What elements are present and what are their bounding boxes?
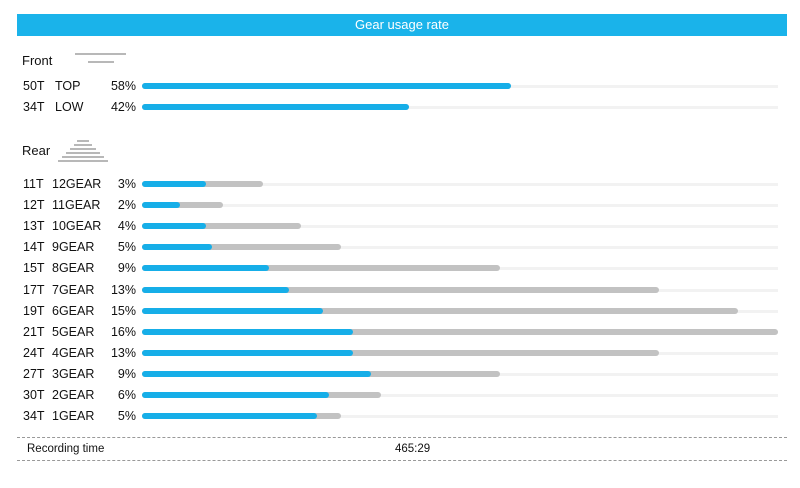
- bar-track: [142, 415, 778, 419]
- gear-usage-bar: [142, 370, 371, 377]
- gear-usage-bar: [142, 244, 212, 251]
- gear-usage-bar-background: [142, 286, 659, 293]
- gear-usage-bar-background: [142, 265, 500, 272]
- rear-gear-row: 30T 2GEAR 6%: [0, 385, 800, 406]
- gear-name-label: 4GEAR: [52, 345, 95, 360]
- gear-teeth-label: 17T: [23, 282, 45, 297]
- footer-divider-top: [17, 437, 787, 438]
- front-gear-row: 34T LOW 42%: [0, 97, 800, 118]
- rear-gear-row: 12T 11GEAR 2%: [0, 195, 800, 216]
- gear-teeth-label: 34T: [23, 100, 45, 114]
- front-chainring-icon: [75, 53, 127, 65]
- gear-usage-bar-background: [142, 307, 738, 314]
- gear-usage-percent: 6%: [117, 388, 136, 402]
- gear-usage-bar: [142, 328, 353, 335]
- gear-usage-bar: [142, 307, 323, 314]
- gear-teeth-label: 27T: [23, 366, 45, 381]
- gear-name-label: 8GEAR: [52, 261, 95, 276]
- front-section-title: Front: [22, 53, 53, 68]
- gear-usage-percent: 42%: [110, 100, 136, 114]
- gear-teeth-label: 30T: [23, 388, 45, 402]
- gear-usage-bar: [142, 392, 329, 398]
- rear-gear-row: 24T 4GEAR 13%: [0, 343, 800, 364]
- gear-usage-bar: [142, 413, 317, 420]
- rear-gear-row: 19T 6GEAR 15%: [0, 301, 800, 322]
- gear-usage-bar-background: [142, 328, 778, 335]
- chart-title: Gear usage rate: [17, 14, 787, 36]
- gear-usage-bar-background: [142, 223, 301, 230]
- rear-gear-row: 14T 9GEAR 5%: [0, 237, 800, 258]
- gear-usage-percent: 9%: [117, 261, 136, 276]
- gear-usage-bar: [142, 223, 206, 230]
- gear-usage-percent: 13%: [110, 345, 136, 360]
- rear-cassette-icon: [56, 140, 110, 166]
- gear-usage-percent: 58%: [110, 79, 136, 93]
- footer-divider-bottom: [17, 460, 787, 461]
- gear-teeth-label: 19T: [23, 303, 45, 318]
- gear-usage-percent: 5%: [117, 240, 136, 255]
- rear-gear-row: 34T 1GEAR 5%: [0, 406, 800, 427]
- gear-teeth-label: 11T: [23, 177, 44, 191]
- gear-usage-bar-background: [142, 202, 223, 209]
- recording-time-value: 465:29: [395, 443, 431, 455]
- gear-usage-percent: 13%: [110, 282, 136, 297]
- gear-usage-bar-background: [142, 349, 659, 356]
- gear-usage-percent: 4%: [117, 219, 136, 234]
- rear-gear-row: 17T 7GEAR 13%: [0, 280, 800, 301]
- bar-track: [142, 204, 778, 208]
- gear-teeth-label: 24T: [23, 345, 45, 360]
- rear-gear-row: 15T 8GEAR 9%: [0, 258, 800, 279]
- gear-usage-percent: 9%: [117, 366, 136, 381]
- gear-name-label: 9GEAR: [52, 240, 95, 255]
- gear-usage-bar-background: [142, 244, 341, 251]
- gear-usage-percent: 5%: [117, 409, 136, 424]
- rear-section-title: Rear: [22, 143, 51, 158]
- gear-teeth-label: 15T: [23, 261, 45, 276]
- gear-usage-percent: 3%: [117, 177, 136, 191]
- gear-teeth-label: 21T: [23, 324, 45, 339]
- gear-teeth-label: 12T: [23, 198, 45, 213]
- gear-usage-bar: [142, 286, 289, 293]
- rear-gear-row: 13T 10GEAR 4%: [0, 216, 800, 237]
- gear-name-label: 6GEAR: [52, 303, 95, 318]
- front-gear-row: 50T TOP 58%: [0, 76, 800, 97]
- gear-name-label: LOW: [55, 100, 84, 114]
- gear-usage-bar: [142, 181, 206, 187]
- gear-name-label: 10GEAR: [52, 219, 102, 234]
- bar-track: [142, 246, 778, 250]
- gear-name-label: 11GEAR: [52, 198, 101, 213]
- recording-time-label: Recording time: [27, 443, 105, 455]
- gear-usage-bar: [142, 265, 269, 272]
- gear-usage-bar: [142, 83, 511, 89]
- gear-teeth-label: 34T: [23, 409, 45, 424]
- bar-track: [142, 394, 778, 397]
- rear-gear-row: 21T 5GEAR 16%: [0, 322, 800, 343]
- gear-name-label: 3GEAR: [52, 366, 95, 381]
- gear-name-label: 1GEAR: [52, 409, 95, 424]
- gear-name-label: 7GEAR: [52, 282, 95, 297]
- gear-name-label: 5GEAR: [52, 324, 95, 339]
- gear-name-label: 2GEAR: [52, 388, 95, 402]
- bar-track: [142, 225, 778, 229]
- rear-gear-row: 27T 3GEAR 9%: [0, 364, 800, 385]
- gear-usage-bar: [142, 202, 180, 209]
- gear-usage-bar: [142, 104, 409, 110]
- gear-name-label: 12GEAR: [52, 177, 102, 191]
- rear-gear-row: 11T 12GEAR 3%: [0, 174, 800, 195]
- gear-teeth-label: 13T: [23, 219, 45, 234]
- bar-track: [142, 106, 778, 109]
- gear-usage-percent: 16%: [110, 324, 136, 339]
- gear-usage-percent: 2%: [117, 198, 136, 213]
- gear-usage-bar: [142, 349, 353, 356]
- gear-usage-percent: 15%: [110, 303, 136, 318]
- bar-track: [142, 183, 778, 186]
- gear-name-label: TOP: [55, 79, 81, 93]
- gear-teeth-label: 14T: [23, 240, 45, 255]
- gear-teeth-label: 50T: [23, 79, 45, 93]
